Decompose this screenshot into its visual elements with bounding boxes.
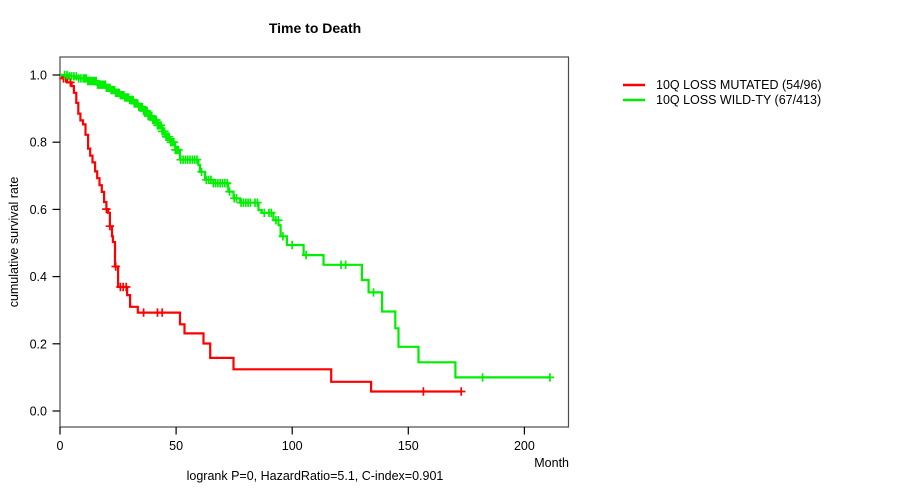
y-tick-label: 0.8 — [30, 136, 47, 150]
legend-label-mutated: 10Q LOSS MUTATED (54/96) — [656, 78, 822, 93]
x-tick-label: 0 — [57, 439, 64, 453]
censor-marks-1 — [60, 70, 555, 382]
legend-entry-mutated: 10Q LOSS MUTATED (54/96) — [621, 78, 822, 93]
y-tick-label: 1.0 — [30, 69, 47, 83]
legend-line-green-icon — [623, 98, 645, 101]
censor-marks-0 — [59, 74, 466, 396]
x-tick-label: 100 — [282, 439, 303, 453]
y-tick-label: 0.2 — [30, 337, 47, 351]
x-tick-label: 50 — [169, 439, 183, 453]
stats-annotation: logrank P=0, HazardRatio=5.1, C-index=0.… — [186, 469, 444, 483]
legend-line-red-icon — [623, 84, 645, 87]
y-tick-label: 0.0 — [30, 405, 47, 419]
km-curve-1 — [60, 73, 551, 379]
legend-label-wildtype: 10Q LOSS WILD-TY (67/413) — [656, 92, 822, 107]
y-tick-label: 0.6 — [30, 203, 47, 217]
legend: 10Q LOSS MUTATED (54/96) 10Q LOSS WILD-T… — [621, 78, 822, 107]
legend-entry-wildtype: 10Q LOSS WILD-TY (67/413) — [621, 93, 822, 108]
km-curve-0 — [60, 73, 462, 393]
x-tick-label: 200 — [514, 439, 535, 453]
plot-box — [59, 56, 570, 428]
chart-title: Time to Death — [268, 20, 362, 36]
x-axis-label: Month — [534, 456, 569, 470]
x-tick-label: 150 — [398, 439, 419, 453]
y-tick-label: 0.4 — [30, 270, 47, 284]
